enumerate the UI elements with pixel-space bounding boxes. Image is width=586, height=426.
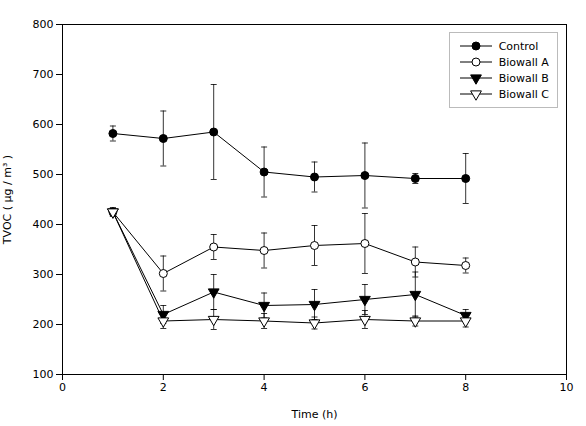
- svg-text:Time (h): Time (h): [291, 408, 338, 421]
- svg-text:100: 100: [33, 368, 54, 381]
- svg-text:6: 6: [361, 381, 368, 394]
- svg-text:300: 300: [33, 268, 54, 281]
- html-text:Control: Control: [498, 39, 539, 53]
- svg-text:4: 4: [261, 381, 268, 394]
- html-text:Biowall B: Biowall B: [498, 71, 549, 85]
- svg-text:800: 800: [33, 18, 54, 31]
- svg-text:10: 10: [560, 381, 574, 394]
- html-text:Biowall C: Biowall C: [498, 87, 549, 101]
- svg-text:600: 600: [33, 118, 54, 131]
- svg-text:400: 400: [33, 218, 54, 231]
- svg-text:8: 8: [462, 381, 469, 394]
- svg-text:2: 2: [160, 381, 167, 394]
- svg-text:500: 500: [33, 168, 54, 181]
- svg-text:TVOC ( μg / m³ ): TVOC ( μg / m³ ): [1, 155, 14, 245]
- svg-text:0: 0: [59, 381, 66, 394]
- html-text:Biowall A: Biowall A: [498, 55, 549, 69]
- svg-text:700: 700: [33, 68, 54, 81]
- svg-text:200: 200: [33, 318, 54, 331]
